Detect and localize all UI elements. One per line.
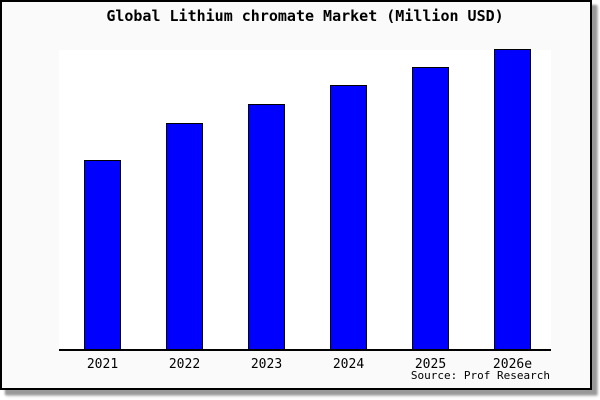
x-tick-label-2022: 2022 — [168, 357, 201, 372]
bar-2025 — [412, 67, 449, 349]
bar-2022 — [166, 123, 203, 349]
x-tick-label-2023: 2023 — [250, 357, 283, 372]
x-tick-label-2026e: 2026e — [492, 357, 533, 372]
chart-title: Global Lithium chromate Market (Million … — [106, 7, 504, 25]
x-tick-label-2021: 2021 — [86, 357, 119, 372]
bar-2026e — [494, 49, 531, 349]
x-tick-label-2025: 2025 — [414, 357, 447, 372]
bar-2023 — [248, 104, 285, 349]
bar-2021 — [84, 160, 121, 349]
plot-area — [59, 49, 551, 351]
bar-2024 — [330, 85, 367, 349]
x-tick-label-2024: 2024 — [332, 357, 365, 372]
chart-figure: Global Lithium chromate Market (Million … — [0, 0, 592, 390]
source-note: Source: Prof Research — [410, 369, 550, 382]
